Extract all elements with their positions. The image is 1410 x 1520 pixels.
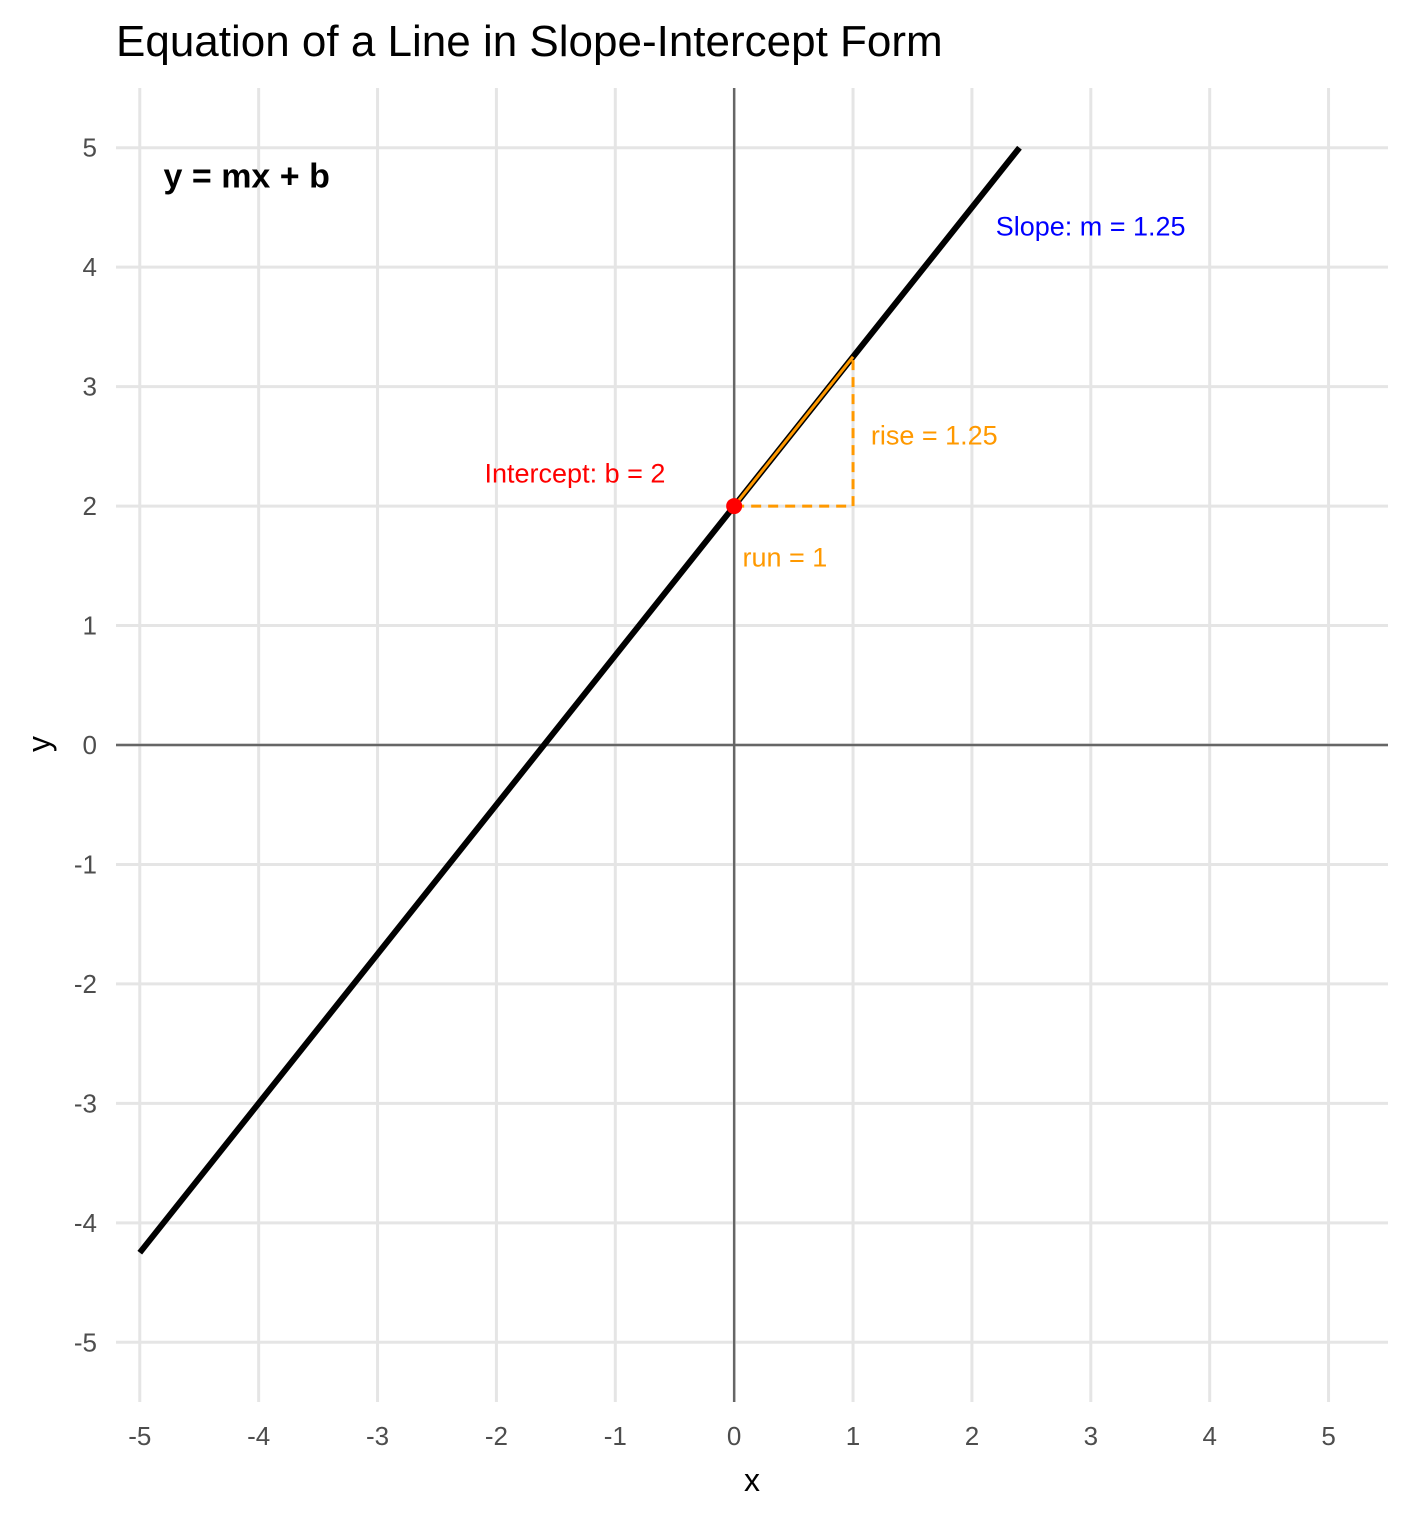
y-tick-label: 5 <box>83 133 97 163</box>
x-tick-label: -5 <box>128 1421 151 1451</box>
tick-labels: -5 -4 -3 -2 -1 0 1 2 3 4 5 -5 -4 -3 -2 -1 0 1 2 3 4 5 <box>74 133 1336 1451</box>
equation-annotation: y = mx + b <box>164 158 330 196</box>
y-tick-label: 0 <box>83 730 97 760</box>
slope-segment <box>732 355 855 508</box>
line-series <box>137 145 1022 1255</box>
x-tick-label: 0 <box>727 1421 741 1451</box>
slope-annotation: Slope: m = 1.25 <box>996 211 1186 241</box>
y-tick-label: 2 <box>83 491 97 521</box>
intercept-point <box>726 498 743 515</box>
zero-axes <box>116 88 1388 1402</box>
y-tick-label: -5 <box>74 1327 97 1357</box>
x-tick-label: 2 <box>965 1421 979 1451</box>
y-tick-label: -3 <box>74 1088 97 1118</box>
y-tick-label: -2 <box>74 969 97 999</box>
intercept-annotation: Intercept: b = 2 <box>485 459 666 489</box>
x-tick-label: -1 <box>604 1421 627 1451</box>
x-tick-label: -4 <box>247 1421 270 1451</box>
run-annotation: run = 1 <box>742 542 827 572</box>
x-tick-label: 5 <box>1321 1421 1335 1451</box>
y-tick-label: -1 <box>74 849 97 879</box>
x-tick-label: -2 <box>485 1421 508 1451</box>
rise-annotation: rise = 1.25 <box>871 420 998 450</box>
x-tick-label: 3 <box>1084 1421 1098 1451</box>
chart-title: Equation of a Line in Slope-Intercept Fo… <box>116 17 943 66</box>
chart-marks <box>137 145 1022 1255</box>
x-tick-label: -3 <box>366 1421 389 1451</box>
y-tick-label: 4 <box>83 252 97 282</box>
x-axis-label: x <box>744 1462 760 1498</box>
y-axis-label: y <box>21 736 57 752</box>
y-tick-label: 3 <box>83 372 97 402</box>
x-tick-label: 4 <box>1202 1421 1216 1451</box>
y-tick-label: -4 <box>74 1208 97 1238</box>
y-tick-label: 1 <box>83 611 97 641</box>
x-tick-label: 1 <box>846 1421 860 1451</box>
